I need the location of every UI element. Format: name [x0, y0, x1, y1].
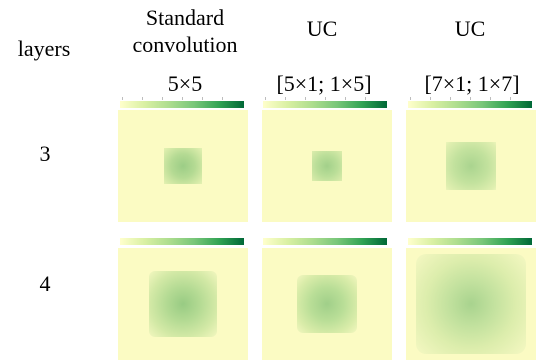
- activation-region: [297, 275, 357, 333]
- colorbar-row1-uc5: [263, 101, 387, 108]
- row-header-layers: layers: [4, 37, 84, 61]
- row-label-4: 4: [20, 272, 70, 296]
- colorbar-row1-uc7: [408, 101, 532, 108]
- colorbar-row2-uc7: [408, 238, 532, 245]
- activation-region: [149, 271, 217, 337]
- column-title-uc-a: UC: [262, 17, 382, 41]
- activation-region: [312, 151, 342, 181]
- column-title-uc-b: UC: [410, 17, 530, 41]
- receptive-field-map-3-uc5: [262, 110, 392, 222]
- receptive-field-map-4-standard: [118, 248, 248, 360]
- receptive-field-map-3-standard: [118, 110, 248, 222]
- activation-region: [416, 254, 526, 354]
- row-label-3: 3: [20, 142, 70, 166]
- colorbar-row2-standard: [120, 238, 244, 245]
- activation-region: [446, 142, 496, 190]
- column-title-standard-line2: convolution: [117, 33, 253, 57]
- kernel-label-uc-7: [7×1; 1×7]: [400, 72, 544, 96]
- receptive-field-map-3-uc7: [406, 110, 536, 222]
- receptive-field-map-4-uc7: [406, 248, 536, 360]
- kernel-label-uc-5: [5×1; 1×5]: [252, 72, 396, 96]
- activation-region: [164, 148, 202, 184]
- colorbar-row2-uc5: [263, 238, 387, 245]
- colorbar-row1-standard: [120, 101, 244, 108]
- receptive-field-map-4-uc5: [262, 248, 392, 360]
- column-title-standard-line1: Standard: [117, 6, 253, 30]
- kernel-label-standard: 5×5: [117, 72, 253, 96]
